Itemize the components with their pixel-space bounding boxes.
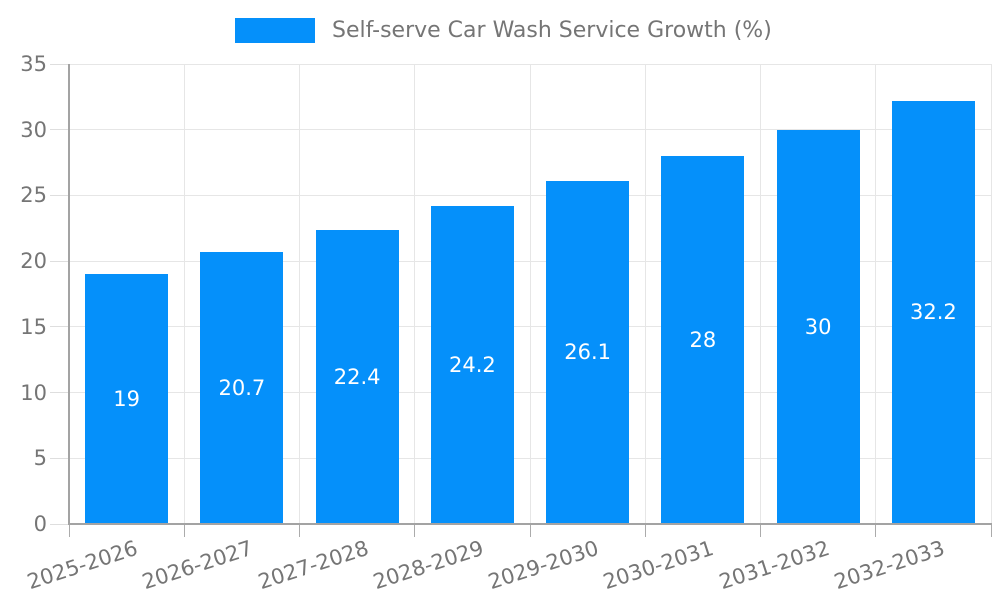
- y-tick-label: 25: [20, 183, 47, 208]
- bar-value-label: 28: [689, 328, 717, 352]
- y-tick-label: 35: [20, 52, 47, 76]
- bar-value-label: 24.2: [448, 352, 496, 377]
- bar-value-label: 22.4: [333, 364, 381, 389]
- y-tick-label: 5: [33, 446, 47, 471]
- x-axis-tick: [299, 524, 300, 537]
- x-tick-label: 2025-2026: [24, 535, 141, 595]
- y-tick-label: 0: [33, 512, 47, 536]
- bar-value-label: 20.7: [218, 375, 266, 400]
- x-axis-tick: [990, 524, 992, 537]
- bar-value-label: 19: [113, 387, 140, 412]
- x-gridline: [875, 64, 877, 524]
- x-tick-label: 2030-2031: [600, 535, 717, 595]
- bar[interactable]: [546, 180, 630, 524]
- x-axis-tick: [183, 524, 185, 537]
- y-axis-tick: [50, 260, 69, 262]
- bar[interactable]: [200, 251, 284, 524]
- y-tick-label: 15: [20, 314, 47, 339]
- x-tick-label: 2026-2027: [139, 535, 256, 595]
- x-gridline: [183, 64, 185, 524]
- bar-value-label: 26.1: [564, 340, 611, 365]
- y-tick-label: 20: [20, 249, 47, 274]
- x-tick-label: 2027-2028: [254, 535, 372, 595]
- x-gridline: [760, 64, 761, 524]
- x-tick-label: 2028-2029: [370, 535, 487, 595]
- y-tick-label: 30: [20, 117, 47, 142]
- chart-legend[interactable]: Self-serve Car Wash Service Growth (%): [0, 0, 1000, 56]
- x-gridline: [414, 64, 416, 524]
- x-gridline: [990, 64, 992, 524]
- x-axis-tick: [875, 524, 877, 537]
- y-tick-label: 10: [20, 380, 47, 405]
- bar[interactable]: [891, 100, 975, 524]
- x-gridline: [644, 64, 646, 524]
- x-tick-label: 2032-2033: [831, 535, 948, 595]
- y-axis-tick: [50, 129, 69, 131]
- x-axis-tick: [529, 524, 531, 537]
- y-axis-line: [68, 64, 70, 524]
- bar-value-label: 32.2: [909, 300, 957, 325]
- legend-swatch: [235, 18, 315, 43]
- bar[interactable]: [315, 229, 399, 524]
- y-axis-tick: [50, 63, 69, 65]
- bar[interactable]: [776, 129, 860, 524]
- bar[interactable]: [85, 274, 169, 524]
- bar[interactable]: [661, 156, 745, 524]
- y-axis-tick: [50, 523, 69, 525]
- bar-value-label: 30: [804, 314, 832, 339]
- bar[interactable]: [430, 205, 514, 524]
- y-axis-tick: [50, 326, 69, 328]
- x-gridline: [299, 64, 300, 524]
- x-gridline: [529, 64, 531, 524]
- x-tick-label: 2029-2030: [485, 535, 602, 595]
- x-axis-line: [68, 523, 992, 525]
- x-axis-tick: [644, 524, 646, 537]
- y-axis-tick: [50, 194, 69, 196]
- x-tick-label: 2031-2032: [715, 535, 833, 595]
- legend-label: Self-serve Car Wash Service Growth (%): [332, 18, 772, 43]
- x-axis-tick: [414, 524, 416, 537]
- y-axis-tick: [50, 457, 69, 459]
- y-axis-tick: [50, 392, 69, 394]
- x-axis-tick: [760, 524, 761, 537]
- x-axis-tick: [68, 524, 70, 537]
